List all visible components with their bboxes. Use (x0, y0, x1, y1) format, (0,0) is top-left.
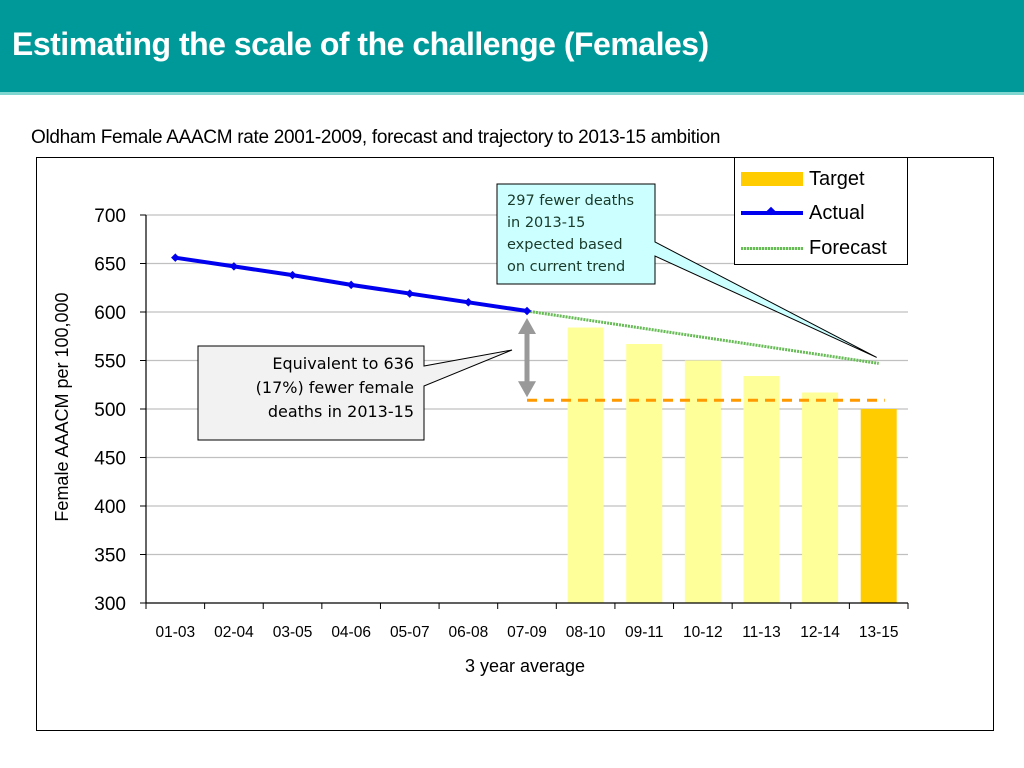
forecast-callout: 297 fewer deaths in 2013-15 expected bas… (497, 184, 655, 284)
x-tick-label: 08-10 (566, 624, 606, 641)
chart-frame (36, 157, 994, 731)
x-tick-label: 10-12 (683, 624, 723, 641)
gap-callout: Equivalent to 636 (17%) fewer female dea… (198, 346, 424, 440)
title-bar: Estimating the scale of the challenge (F… (0, 0, 1024, 95)
x-tick-label: 02-04 (214, 624, 254, 641)
y-tick-label: 650 (94, 255, 126, 276)
y-tick-label: 550 (94, 352, 126, 373)
y-tick-label: 300 (94, 594, 126, 615)
gap-arrow-head-up (518, 318, 536, 335)
gap-callout-shape (197, 345, 513, 441)
legend-label-forecast: Forecast (809, 236, 887, 259)
bar-trajectory (743, 376, 780, 603)
bar-trajectory (684, 360, 721, 603)
actual-marker (229, 262, 239, 271)
x-tick-label: 06-08 (449, 624, 489, 641)
y-tick-label: 350 (94, 546, 126, 567)
x-tick-label: 05-07 (390, 624, 430, 641)
callout-line: in 2013-15 (507, 215, 586, 231)
gap-arrow-head-down (518, 381, 536, 398)
x-tick-label: 07-09 (507, 624, 547, 641)
legend-label-actual: Actual (809, 201, 865, 224)
y-tick-label: 500 (94, 400, 126, 421)
x-tick-label: 12-14 (800, 624, 840, 641)
x-tick-label: 13-15 (859, 624, 899, 641)
actual-marker (171, 253, 180, 262)
y-tick-label: 400 (94, 497, 126, 518)
actual-marker (405, 289, 415, 298)
legend-label-target: Target (809, 167, 865, 190)
y-tick-label: 600 (94, 303, 126, 324)
legend-swatch-actual (741, 206, 803, 216)
actual-marker (522, 306, 532, 316)
bar-trajectory (802, 392, 839, 603)
chart-subtitle: Oldham Female AAACM rate 2001-2009, fore… (31, 127, 721, 148)
callout-line: deaths in 2013-15 (267, 402, 414, 421)
actual-marker (464, 298, 473, 307)
legend-swatch-target (741, 172, 803, 186)
forecast-line (526, 309, 879, 365)
x-tick-label: 04-06 (331, 624, 371, 641)
callout-line: (17%) fewer female (255, 378, 414, 397)
x-tick-label: 11-13 (742, 624, 781, 641)
x-tick-label: 09-11 (625, 624, 664, 641)
page-title: Estimating the scale of the challenge (F… (12, 26, 709, 62)
bar-trajectory (626, 344, 663, 603)
x-tick-label: 03-05 (273, 624, 313, 641)
y-axis-title: Female AAACM per 100,000 (52, 292, 72, 521)
y-tick-label: 450 (94, 449, 126, 470)
forecast-callout-shape (496, 183, 877, 358)
callout-line: 297 fewer deaths (507, 193, 635, 209)
legend-swatch-forecast (741, 246, 803, 250)
chart-legend: Target Actual Forecast (734, 157, 908, 265)
callout-line: on current trend (507, 259, 626, 275)
x-tick-label: 01-03 (155, 624, 195, 641)
bar-target (860, 409, 897, 603)
legend-item-target: Target (741, 164, 865, 194)
actual-marker (288, 270, 297, 280)
x-axis-title: 3 year average (465, 656, 585, 676)
y-tick-label: 700 (94, 206, 126, 227)
bar-trajectory (567, 327, 604, 603)
legend-item-actual: Actual (741, 198, 865, 228)
legend-item-forecast: Forecast (741, 233, 887, 263)
callout-line: expected based (507, 237, 623, 253)
actual-marker (346, 280, 356, 290)
callout-line: Equivalent to 636 (272, 354, 414, 373)
